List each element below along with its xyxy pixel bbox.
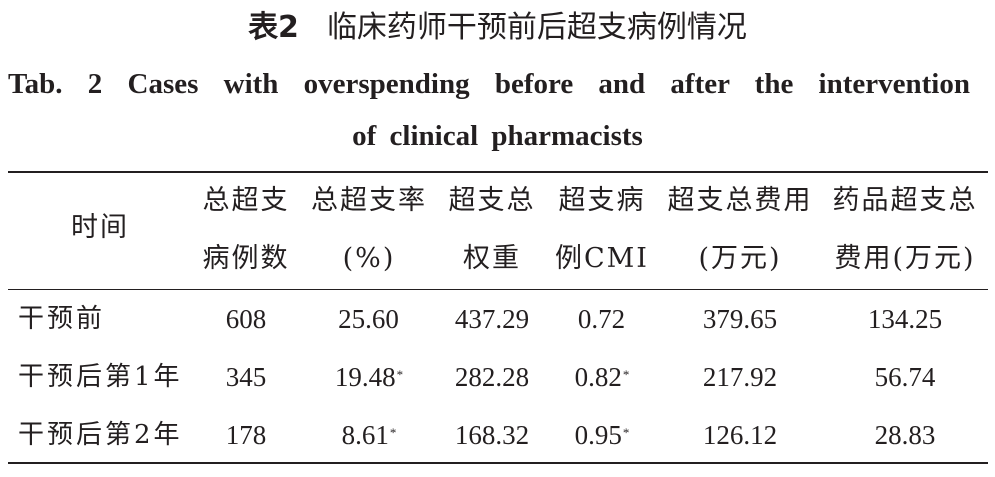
table-title-text: 临床药师干预前后超支病例情况 xyxy=(326,10,747,45)
column-header-drug-cost-line2: 费用(万元) xyxy=(834,243,976,274)
table-header-rule xyxy=(8,289,988,290)
table-title-english-line2: of clinical pharmacists xyxy=(352,120,643,152)
cell-cost: 126.12 xyxy=(702,420,778,450)
column-header-cost-line2: (万元) xyxy=(698,243,782,274)
column-header-rate-line1: 总超支率 xyxy=(311,185,427,216)
cell-weight: 168.32 xyxy=(454,420,530,450)
column-header-time: 时间 xyxy=(71,212,129,243)
cell-cmi: 0.95* xyxy=(574,420,630,450)
cell-rate: 8.61* xyxy=(341,420,397,450)
column-header-weight-line1: 超支总 xyxy=(448,185,536,216)
table-top-rule xyxy=(8,171,988,173)
cell-rate: 19.48* xyxy=(334,362,404,392)
cell-cases: 178 xyxy=(225,420,267,450)
column-header-cmi-line2: 例CMI xyxy=(555,243,649,274)
cell-drug-cost: 28.83 xyxy=(874,420,936,450)
cell-rate: 25.60 xyxy=(338,304,399,334)
cell-weight: 437.29 xyxy=(454,304,530,334)
row-label: 干预后第1年 xyxy=(18,362,183,392)
table-number: 表2 xyxy=(248,10,299,45)
column-header-weight-line2: 权重 xyxy=(463,243,521,274)
cell-cmi: 0.72 xyxy=(577,304,626,334)
column-header-drug-cost-line1: 药品超支总 xyxy=(832,185,978,216)
cell-drug-cost: 134.25 xyxy=(867,304,943,334)
cell-cases: 608 xyxy=(225,304,267,334)
table-bottom-rule xyxy=(8,462,988,464)
column-header-rate-line2: (%) xyxy=(342,243,396,274)
cell-cases: 345 xyxy=(225,362,267,392)
table-title-chinese: 表2 临床药师干预前后超支病例情况 xyxy=(0,6,995,50)
cell-drug-cost: 56.74 xyxy=(874,362,936,392)
column-header-cases-line1: 总超支 xyxy=(202,185,290,216)
column-header-cases-line2: 病例数 xyxy=(202,243,290,274)
cell-weight: 282.28 xyxy=(454,362,530,392)
column-header-cost-line1: 超支总费用 xyxy=(667,185,813,216)
cell-cost: 379.65 xyxy=(702,304,778,334)
cell-cost: 217.92 xyxy=(702,362,778,392)
table-title-english-line1: Tab. 2 Cases with overspending before an… xyxy=(8,68,970,100)
cell-cmi: 0.82* xyxy=(574,362,630,392)
column-header-cmi-line1: 超支病 xyxy=(558,185,646,216)
row-label: 干预前 xyxy=(18,304,106,334)
row-label: 干预后第2年 xyxy=(18,420,183,450)
